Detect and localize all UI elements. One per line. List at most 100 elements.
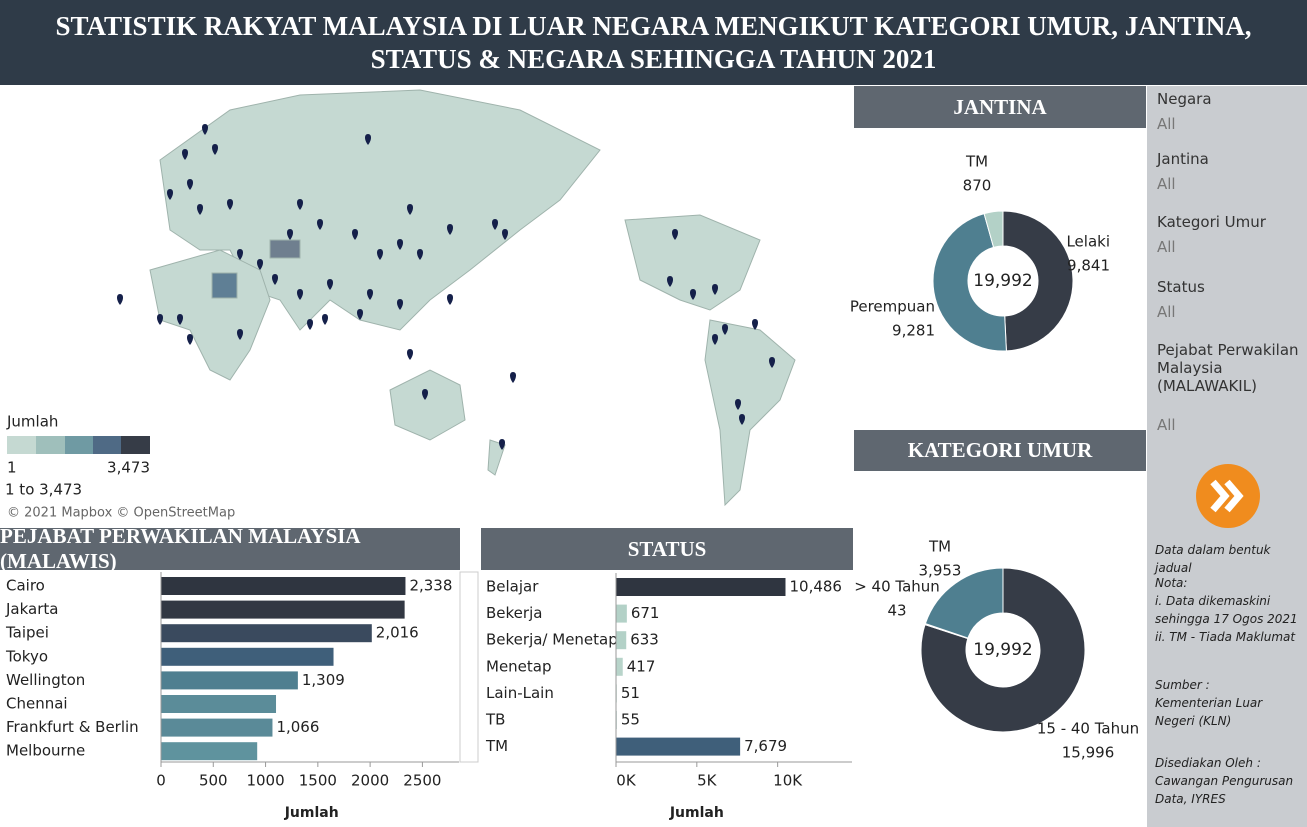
legend-swatch bbox=[7, 436, 36, 454]
filter-value[interactable]: All bbox=[1157, 416, 1176, 434]
panel-header: KATEGORI UMUR bbox=[854, 430, 1146, 471]
bar bbox=[161, 647, 334, 666]
map-pin bbox=[117, 294, 123, 305]
map-pin bbox=[397, 299, 403, 310]
button-icon[interactable] bbox=[1210, 479, 1244, 513]
map-pin bbox=[377, 249, 383, 260]
legend-range: 1 to 3,473 bbox=[5, 481, 82, 499]
panel-header: JANTINA bbox=[854, 86, 1146, 128]
bar bbox=[161, 718, 273, 737]
filter-value[interactable]: All bbox=[1157, 175, 1176, 193]
next-button[interactable] bbox=[1195, 458, 1265, 538]
donut-slice bbox=[920, 567, 1086, 733]
map-pin bbox=[712, 284, 718, 295]
filter-label: Pejabat Perwakilan Malaysia (MALAWAKIL) bbox=[1157, 341, 1299, 395]
land bbox=[704, 319, 796, 507]
x-tick-label: 500 bbox=[199, 772, 228, 790]
map-pin bbox=[187, 334, 193, 345]
scrollbar[interactable] bbox=[459, 571, 479, 763]
donut-center: 19,992 bbox=[973, 640, 1032, 660]
map-pin bbox=[690, 289, 696, 300]
category-label: TB bbox=[485, 711, 505, 729]
map-pin bbox=[202, 124, 208, 135]
map-pin bbox=[492, 219, 498, 230]
map-pin bbox=[365, 134, 371, 145]
x-tick-label: 1000 bbox=[246, 772, 284, 790]
legend-swatch bbox=[65, 436, 93, 454]
filter-value[interactable]: All bbox=[1157, 238, 1176, 256]
value-label: 7,679 bbox=[744, 737, 787, 755]
attribution: © 2021 Mapbox © OpenStreetMap bbox=[7, 506, 235, 521]
bar bbox=[616, 604, 627, 623]
map-pin bbox=[407, 349, 413, 360]
slice-value: 15,996 bbox=[1062, 744, 1115, 762]
category-label: Cairo bbox=[6, 577, 45, 595]
category-label: Wellington bbox=[6, 671, 85, 689]
map-pin bbox=[367, 289, 373, 300]
panel-header: PEJABAT PERWAKILAN MALAYSIA (MALAWIS) bbox=[0, 524, 460, 573]
map-pin bbox=[722, 324, 728, 335]
map-pin bbox=[237, 249, 243, 260]
donut-slice bbox=[932, 212, 1007, 352]
value-label: 417 bbox=[627, 657, 656, 675]
map-pin bbox=[272, 274, 278, 285]
donut-slice bbox=[924, 567, 1004, 639]
map-pin bbox=[287, 229, 293, 240]
map-pin bbox=[422, 389, 428, 400]
category-label: Jakarta bbox=[5, 600, 58, 618]
map-pin bbox=[307, 319, 313, 330]
x-tick-label: 2500 bbox=[403, 772, 441, 790]
x-tick-label: 0 bbox=[156, 772, 166, 790]
map-pin bbox=[510, 372, 516, 383]
bar bbox=[616, 737, 741, 756]
category-label: Belajar bbox=[486, 578, 539, 596]
map-pin bbox=[397, 239, 403, 250]
slice-value: 9,281 bbox=[892, 322, 935, 340]
slice-value: 870 bbox=[963, 177, 992, 195]
map-pin bbox=[327, 279, 333, 290]
filter-value[interactable]: All bbox=[1157, 115, 1176, 133]
category-label: Chennai bbox=[6, 695, 68, 713]
land bbox=[149, 249, 271, 381]
x-tick-label: 10K bbox=[773, 772, 803, 790]
legend-title: Jumlah bbox=[6, 413, 58, 431]
category-label: TM bbox=[485, 737, 508, 755]
value-label: 1,066 bbox=[276, 718, 319, 736]
map-pin bbox=[447, 224, 453, 235]
category-label: Taipei bbox=[5, 624, 49, 642]
x-tick-label: 0K bbox=[616, 772, 637, 790]
x-tick-label: 1500 bbox=[299, 772, 337, 790]
map-pin bbox=[177, 314, 183, 325]
filter-label: Kategori Umur bbox=[1157, 213, 1266, 231]
bar bbox=[616, 657, 623, 676]
map-pin bbox=[712, 334, 718, 345]
value-label: 2,338 bbox=[409, 577, 452, 595]
map-pin bbox=[182, 149, 188, 160]
map-pin bbox=[357, 309, 363, 320]
value-label: 10,486 bbox=[789, 578, 842, 596]
slice-label: TM bbox=[965, 153, 988, 171]
map-pin bbox=[447, 294, 453, 305]
category-label: Menetap bbox=[486, 657, 552, 675]
bar bbox=[161, 695, 277, 713]
slice-label: 15 - 40 Tahun bbox=[1037, 720, 1139, 738]
category-label: Frankfurt & Berlin bbox=[6, 718, 139, 736]
region bbox=[211, 272, 238, 299]
value-label: 671 bbox=[631, 604, 660, 622]
bar bbox=[161, 671, 298, 690]
category-label: Tokyo bbox=[5, 647, 48, 665]
bar bbox=[616, 578, 786, 596]
map-pin bbox=[407, 204, 413, 215]
map-pin bbox=[187, 179, 193, 190]
slice-label: > 40 Tahun bbox=[854, 578, 940, 596]
filter-label: Negara bbox=[1157, 90, 1212, 108]
category-label: Bekerja/ Menetap bbox=[486, 631, 618, 649]
panel-header: STATUS bbox=[481, 528, 853, 570]
value-label: 51 bbox=[621, 684, 640, 702]
filter-panel: Negara All Jantina All Kategori Umur All Statu… bbox=[1147, 86, 1307, 827]
value-label: 2,016 bbox=[376, 624, 419, 642]
slice-label: Lelaki bbox=[1066, 233, 1110, 251]
filter-value[interactable]: All bbox=[1157, 303, 1176, 321]
bar bbox=[616, 631, 627, 650]
